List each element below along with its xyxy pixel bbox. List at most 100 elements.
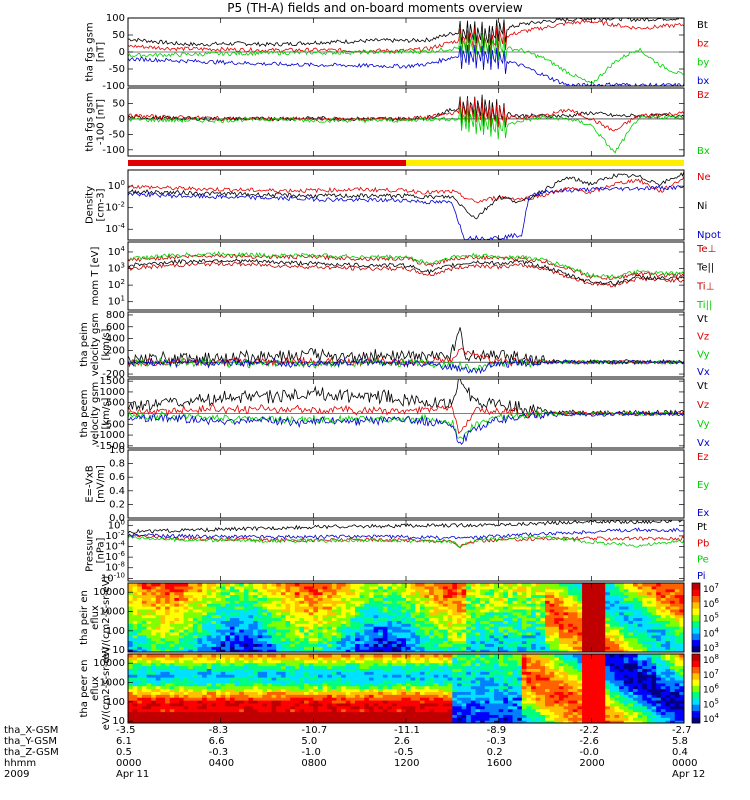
- ylabel-density: Density [cm-3]: [85, 186, 107, 224]
- ylabel-pressure: Pressure [nPa]: [85, 529, 107, 572]
- ytick-peer-efl-3: 10: [112, 716, 125, 727]
- series-line-temp-Ti⊥: [128, 253, 684, 280]
- time-axis-value-0-3: 0000: [116, 758, 141, 769]
- colorbar-tick-peer-efl-0: 108: [703, 653, 719, 666]
- time-axis-value-6-0: -2.7: [672, 725, 692, 736]
- series-line-peim-vel-Vx: [128, 356, 684, 375]
- legend-peem-vel-0: Vt: [697, 381, 708, 392]
- ytick-density-3: 10-4: [105, 222, 125, 235]
- ytick-fgs-dsl-4: -100: [102, 81, 125, 92]
- series-line-fgs-dsl-bz: [128, 19, 684, 56]
- ytick-exb-2: 0.6: [109, 472, 125, 483]
- ytick-peer-efl-0: 10000: [93, 658, 125, 669]
- time-axis-value-5-1: -2.6: [579, 736, 599, 747]
- colorbar-tick-peir-efl-2: 105: [703, 612, 719, 625]
- legend-pressure-2: Pe: [697, 555, 709, 566]
- legend-temp-3: Ti||: [696, 300, 712, 311]
- series-line-temp-Te||: [128, 258, 684, 286]
- legend-pressure-3: Pi: [697, 571, 706, 582]
- ytick-peir-efl-2: 100: [106, 626, 125, 637]
- svg-text:velocity gsm: velocity gsm: [90, 382, 101, 446]
- series-group-peim-vel: [128, 327, 684, 375]
- colorbar-tick-peir-efl-0: 107: [703, 582, 719, 595]
- legend-peem-vel-2: Vy: [697, 419, 710, 430]
- ytick-peir-efl-3: 10: [112, 645, 125, 656]
- ytick-fgs-dsl-0: 100: [106, 13, 125, 24]
- colorbar-tick-peir-efl-1: 106: [703, 597, 719, 610]
- ytick-peem-vel-1: 1000: [100, 387, 125, 398]
- time-axis-value-0-2: 0.5: [116, 747, 132, 758]
- series-line-pressure-Pe: [128, 535, 684, 548]
- ytick-peim-vel-3: 200: [106, 345, 125, 356]
- time-axis-value-6-4: Apr 12: [672, 769, 705, 780]
- svg-text:[mV/m]: [mV/m]: [96, 465, 107, 503]
- frame-density: [127, 169, 685, 241]
- svg-text:-100 [nT]: -100 [nT]: [96, 99, 107, 145]
- legend-peem-vel-1: Vz: [697, 400, 709, 411]
- ytick-fgs-dsl-1: 50: [112, 30, 125, 41]
- legend-temp-0: Te⊥: [696, 244, 716, 255]
- legend-exb-0: Ez: [697, 452, 709, 463]
- frame-pressure: [127, 519, 685, 582]
- ylabel-peir-efl: tha peir en eflux eV/(cm2-s-sr-eV): [79, 576, 112, 660]
- time-axis-rowlabel-3: hhmm: [4, 758, 36, 769]
- series-line-temp-Te⊥: [128, 260, 684, 288]
- time-axis-value-2-3: 0800: [301, 758, 326, 769]
- legend-peim-vel-0: Vt: [697, 314, 708, 325]
- legend-peem-vel-3: Vx: [697, 438, 710, 449]
- ytick-fgs-dsl-2: 0: [119, 47, 125, 58]
- time-axis-value-1-1: 6.6: [209, 736, 225, 747]
- legend-density-0: Ne: [697, 172, 711, 183]
- time-axis-value-1-3: 0400: [209, 758, 234, 769]
- time-axis-value-2-2: -1.0: [301, 747, 321, 758]
- svg-text:eflux: eflux: [90, 605, 101, 630]
- series-line-fgs-gsm-Bx: [128, 105, 684, 154]
- time-axis-value-3-1: 2.6: [394, 736, 410, 747]
- svg-text:[nPa]: [nPa]: [96, 537, 107, 563]
- colorbar-tick-peir-efl-3: 104: [703, 626, 719, 639]
- legend-temp-1: Te||: [696, 263, 714, 274]
- time-axis-value-0-1: 6.1: [116, 736, 132, 747]
- legend-temp-2: Ti⊥: [696, 281, 714, 292]
- svg-text:Density: Density: [85, 186, 96, 224]
- svg-text:E=-VxB: E=-VxB: [85, 465, 96, 502]
- legend-exb-2: Ex: [697, 508, 709, 519]
- colorbar-tick-peer-efl-4: 104: [703, 712, 719, 725]
- colorbar-peir-efl: [691, 582, 701, 653]
- time-axis-value-3-3: 1200: [394, 758, 419, 769]
- ytick-peem-vel-3: 0: [119, 409, 125, 420]
- ylabel-peem-vel: tha peem velocity gsm [km/s]: [79, 382, 112, 446]
- ylabel-fgs-gsm: tha fgs gsm -100 [nT]: [85, 92, 107, 151]
- panel-temp: 104 103 102 101 mom T [eV] Te⊥ Te|| Ti⊥ Ti||: [90, 241, 716, 311]
- time-axis-value-0-4: Apr 11: [116, 769, 149, 780]
- series-group-fgs-gsm: [128, 94, 684, 154]
- ylabel-exb: E=-VxB [mV/m]: [85, 465, 107, 503]
- ytick-exb-3: 0.4: [109, 486, 125, 497]
- mode-bar-segment-0: [128, 160, 406, 166]
- svg-text:Pressure: Pressure: [85, 529, 96, 572]
- ytick-fgs-gsm-2: -50: [109, 129, 125, 140]
- svg-text:velocity gsm: velocity gsm: [90, 313, 101, 377]
- ytick-peer-efl-2: 100: [106, 697, 125, 708]
- legend-exb-1: Ey: [697, 480, 709, 491]
- ytick-exb-5: 0.0: [109, 513, 125, 524]
- legend-fgs-dsl-1: bz: [697, 39, 709, 50]
- series-line-pressure-Pb: [128, 534, 684, 549]
- ytick-temp-2: 102: [108, 278, 125, 291]
- ytick-fgs-gsm-1: 0: [119, 114, 125, 125]
- ytick-exb-0: 1.0: [109, 445, 125, 456]
- time-axis-rowlabel-4: 2009: [4, 769, 29, 780]
- ytick-peer-efl-1: 1000: [100, 678, 125, 689]
- ytick-density-1: 100: [108, 179, 125, 192]
- svg-text:[nT]: [nT]: [96, 42, 107, 62]
- series-group-peem-vel: [128, 379, 684, 445]
- svg-text:tha fgs gsm: tha fgs gsm: [85, 22, 96, 81]
- ytick-peem-vel-4: -500: [102, 419, 125, 430]
- svg-text:[cm-3]: [cm-3]: [96, 188, 107, 221]
- ytick-peir-efl-0: 10000: [93, 587, 125, 598]
